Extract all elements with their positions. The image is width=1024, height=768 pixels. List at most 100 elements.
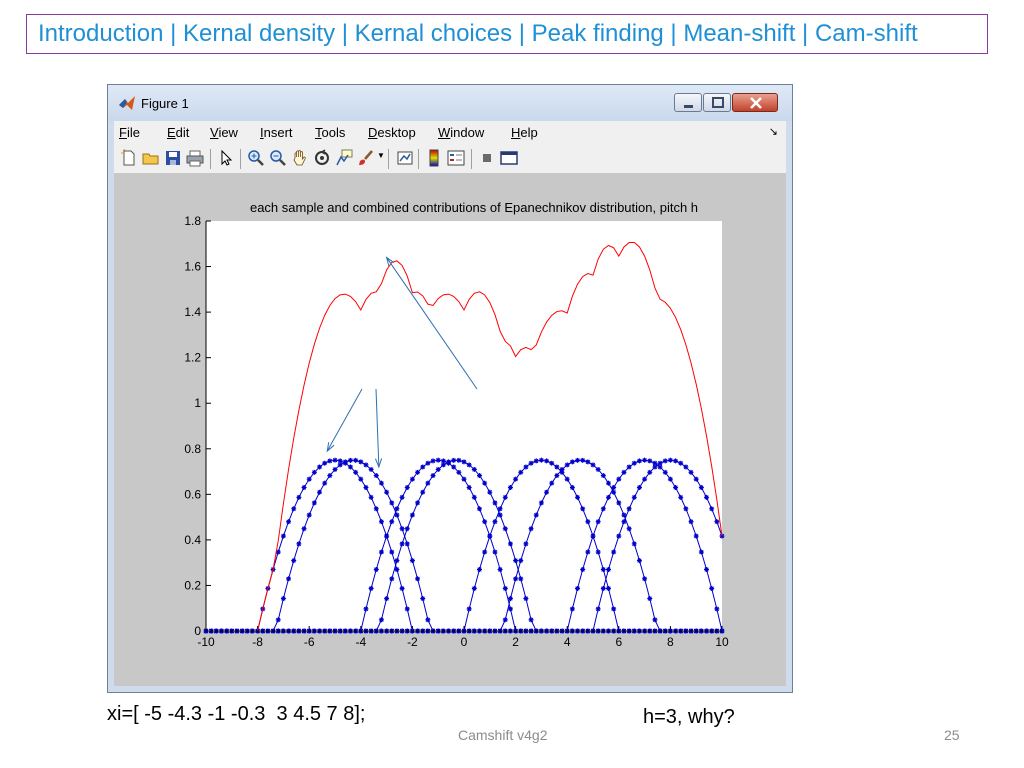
kernel-marker [647, 469, 653, 475]
new-figure-icon[interactable] [120, 149, 138, 167]
rotate-3d-icon[interactable] [313, 149, 331, 167]
star-marker [554, 464, 560, 470]
kernel-marker [301, 485, 307, 490]
star-marker [430, 458, 436, 464]
legend-icon[interactable] [447, 149, 465, 167]
close-button[interactable] [732, 93, 778, 112]
nav-mean-shift[interactable]: Mean-shift [683, 20, 796, 47]
show-plot-tools-icon[interactable] [500, 149, 518, 167]
pan-hand-icon[interactable] [291, 149, 309, 167]
kernel-marker [399, 526, 405, 532]
kernel-marker [399, 541, 405, 547]
star-marker [487, 533, 493, 539]
star-marker [569, 606, 575, 612]
zoom-in-icon[interactable] [247, 149, 265, 167]
kernel-marker [569, 485, 575, 490]
menu-edit[interactable]: Edit [167, 125, 190, 140]
nav-peak-finding[interactable]: Peak finding [531, 20, 664, 47]
kernel-marker [409, 558, 415, 564]
arrow-shaft [326, 388, 363, 452]
star-marker [275, 617, 281, 623]
kernel-marker [502, 494, 508, 500]
nav-cam-shift[interactable]: Cam-shift [814, 20, 918, 47]
link-plot-icon[interactable] [396, 149, 414, 167]
star-marker [409, 558, 415, 564]
menu-view[interactable]: View [210, 125, 238, 140]
save-icon[interactable] [164, 149, 182, 167]
brush-icon[interactable] [357, 149, 375, 167]
star-marker [399, 585, 405, 591]
star-marker [301, 485, 307, 490]
star-marker [373, 506, 379, 512]
kernel-marker [430, 458, 436, 464]
star-marker [575, 494, 581, 500]
star-marker [311, 500, 317, 506]
star-marker [652, 460, 658, 466]
kernel-marker [688, 519, 694, 525]
star-marker [363, 462, 369, 468]
hide-plot-tools-icon[interactable] [478, 149, 496, 167]
kernel-marker [425, 617, 431, 623]
x-tick-label: -8 [252, 635, 263, 649]
star-marker [384, 533, 390, 539]
star-marker [704, 494, 710, 500]
zoom-out-icon[interactable] [269, 149, 287, 167]
nav-kernal-choices[interactable]: Kernal choices [354, 20, 513, 47]
print-icon[interactable] [186, 149, 204, 167]
window-titlebar[interactable]: Figure 1 [108, 85, 792, 121]
star-marker [662, 469, 668, 475]
kernel-marker [394, 558, 400, 564]
data-cursor-icon[interactable] [335, 149, 353, 167]
x-tick-label: 2 [512, 635, 519, 649]
maximize-button[interactable] [703, 93, 731, 112]
kernel-marker [322, 460, 328, 466]
brush-dropdown-arrow-icon[interactable]: ▼ [377, 151, 385, 160]
y-tick-label: 0 [194, 624, 201, 638]
star-marker [657, 464, 663, 470]
menu-file[interactable]: File [119, 125, 140, 140]
nav-introduction[interactable]: Introduction [38, 20, 164, 47]
star-marker [311, 469, 317, 475]
menu-tools[interactable]: Tools [315, 125, 346, 140]
colorbar-icon[interactable] [425, 149, 443, 167]
kernel-marker [394, 512, 400, 518]
menu-insert[interactable]: Insert [260, 125, 293, 140]
kernel-marker [389, 576, 395, 582]
kernel-marker [420, 596, 426, 602]
minimize-button[interactable] [674, 93, 702, 112]
kernel-marker [575, 457, 581, 463]
kernel-marker [600, 506, 606, 512]
dock-arrow-icon[interactable]: ↘ [768, 126, 778, 138]
star-marker [384, 489, 390, 495]
menu-window[interactable]: Window [438, 125, 485, 140]
star-marker [647, 596, 653, 602]
kernel-marker [642, 476, 648, 482]
star-marker [317, 464, 323, 470]
kde-plot[interactable]: each sample and combined contributions o… [114, 174, 786, 686]
pointer-icon[interactable] [217, 149, 235, 167]
menu-help[interactable]: Help [511, 125, 538, 140]
chart-title: each sample and combined contributions o… [250, 200, 698, 215]
window-title: Figure 1 [141, 96, 189, 111]
x-tick-label: 0 [461, 635, 468, 649]
kernel-marker [616, 476, 622, 482]
kernel-marker [652, 617, 658, 623]
annotation-arrow [326, 388, 363, 453]
kernel-marker [554, 473, 560, 479]
kernel-marker [626, 526, 632, 532]
kernel-marker [549, 460, 555, 466]
star-marker [652, 617, 658, 623]
arrow-shaft [375, 388, 380, 468]
minimize-icon [684, 105, 693, 108]
kernel-marker [502, 526, 508, 532]
star-marker [368, 466, 374, 472]
star-marker [306, 512, 312, 518]
star-marker [642, 576, 648, 582]
nav-separator: | [335, 20, 355, 47]
open-file-icon[interactable] [142, 149, 160, 167]
kernel-marker [564, 462, 570, 468]
kernel-marker [580, 506, 586, 512]
star-marker [389, 549, 395, 555]
menu-desktop[interactable]: Desktop [368, 125, 416, 140]
nav-kernal-density[interactable]: Kernal density [183, 20, 336, 47]
